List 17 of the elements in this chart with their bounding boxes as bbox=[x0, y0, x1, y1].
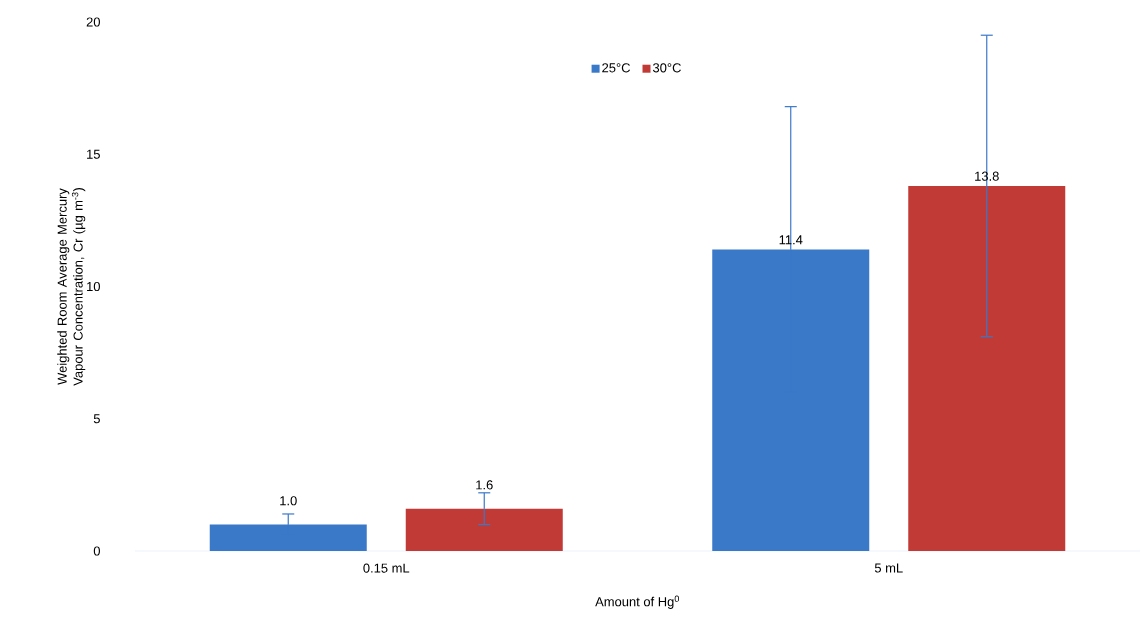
x-axis-title: Amount of Hg$^{0}$ bbox=[595, 595, 680, 609]
bar bbox=[405, 508, 563, 551]
data-label: 1.0 bbox=[280, 496, 297, 506]
bar bbox=[209, 524, 367, 551]
y-tick-label: 10 bbox=[87, 281, 100, 292]
x-tick-label: 0.15 mL bbox=[363, 563, 410, 573]
x-tick-label: 5 mL bbox=[874, 563, 903, 573]
y-tick-label: 5 bbox=[93, 414, 100, 424]
legend-label: 30°C bbox=[652, 63, 681, 73]
data-label: 1.6 bbox=[476, 480, 493, 490]
bar bbox=[712, 249, 870, 551]
y-axis-title: Weighted Room Average Mercury Vapour Concentration, Cr (µg m$^{-3}$) bbox=[57, 187, 86, 386]
bar bbox=[908, 185, 1066, 551]
legend-label: 25°C bbox=[602, 63, 631, 73]
y-tick-label: 0 bbox=[93, 546, 100, 556]
y-tick-label: 15 bbox=[87, 149, 100, 159]
y-tick-label: 20 bbox=[86, 17, 100, 27]
